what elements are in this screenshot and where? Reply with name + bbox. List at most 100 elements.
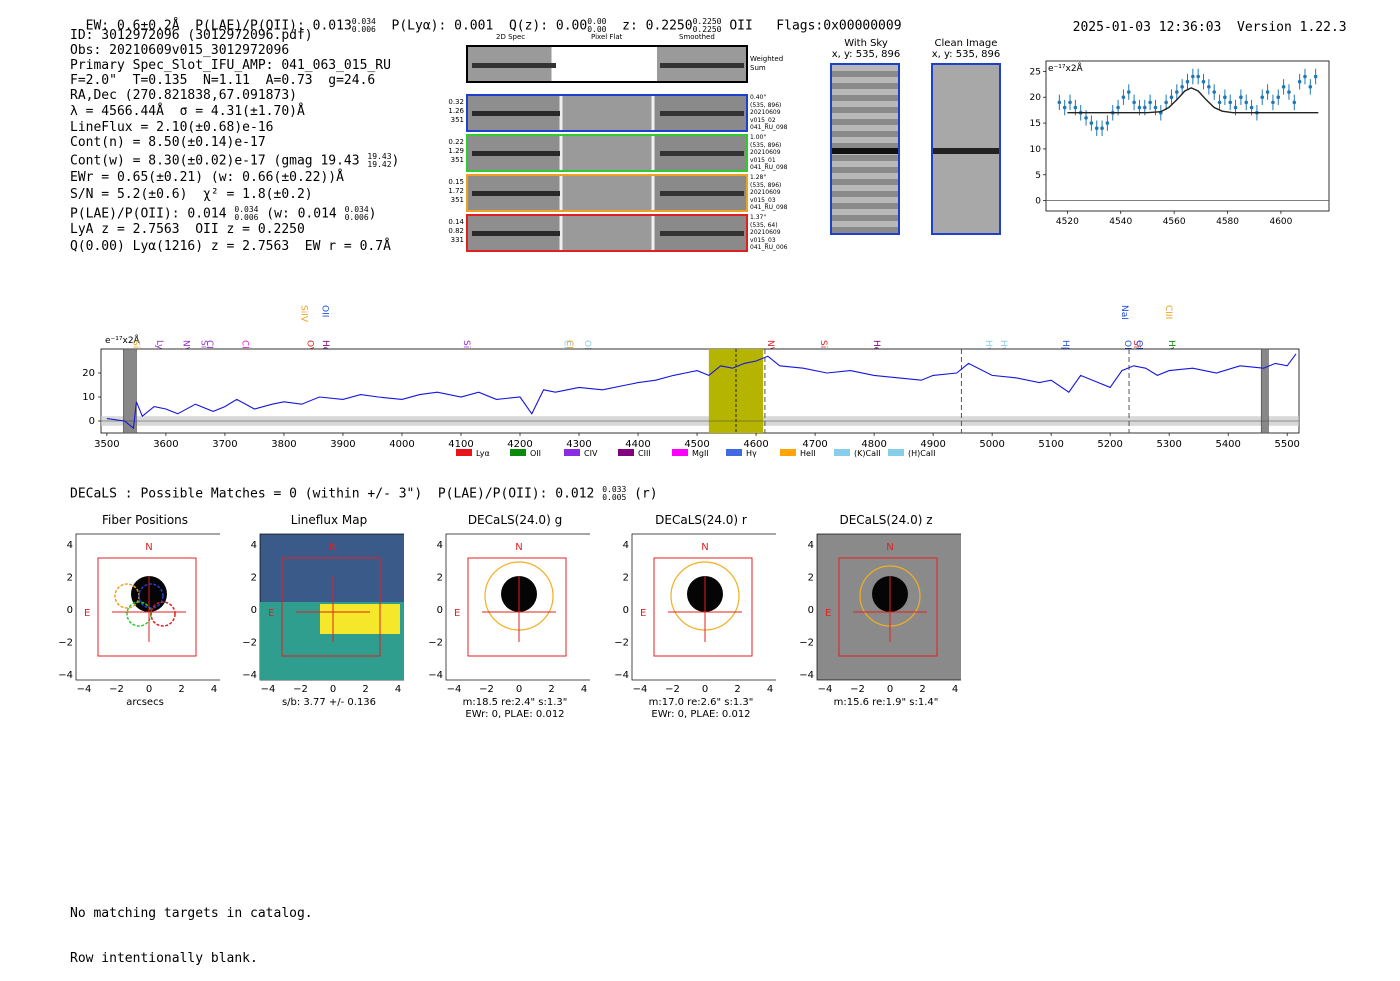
spectrum-line-label: Hγ <box>998 340 1008 353</box>
cutout-left-value: 0.14 <box>448 218 464 226</box>
cutout-right-value: v015_02 <box>750 116 776 124</box>
spectrum-line-label: OII <box>319 305 329 317</box>
cutout-right-value: v015_01 <box>750 156 776 164</box>
header-qz-lo: 0.00 <box>587 25 607 34</box>
line-fit-ytick-label: 20 <box>1030 93 1041 103</box>
cutout-left-value: 351 <box>450 116 464 124</box>
decals-xtick: 4 <box>395 684 401 695</box>
spectrum-xtick-label: 4800 <box>861 439 886 450</box>
decals-ytick: 2 <box>808 573 814 584</box>
spectrum-xtick-label: 4900 <box>920 439 945 450</box>
cutout-right-value: (535, 896) <box>750 101 782 109</box>
info-gmag-lo: 19.42 <box>367 160 392 169</box>
cutout-row <box>466 134 748 172</box>
decals-xtick: −4 <box>447 684 462 695</box>
line-fit-point <box>1239 95 1243 100</box>
info-plae-hi: 0.034 <box>234 205 259 214</box>
line-fit-point <box>1308 85 1313 89</box>
cutout-left-value: 0.32 <box>448 98 464 106</box>
line-fit-point <box>1142 105 1147 110</box>
spectrum-xtick-label: 5100 <box>1038 439 1063 450</box>
spectrum-legend-swatch <box>780 449 796 456</box>
spectrum-xtick-label: 5400 <box>1215 439 1240 450</box>
line-fit-chart: 0 5 10 15 20 25 4520 4540 4560 4580 4600 e⁻¹⁷x2Å <box>1030 60 1330 227</box>
decals-title: DECaLS : Possible Matches = 0 (within +/… <box>70 486 595 502</box>
spectrum-line-label: SiII <box>130 340 140 354</box>
line-fit-point <box>1287 90 1291 94</box>
spectrum-flux-line <box>106 353 1297 430</box>
cutout-left-value: 331 <box>450 236 464 244</box>
line-fit-xtick-label: 4540 <box>1109 217 1132 227</box>
header-qz: Q(z): 0.00 <box>508 18 588 34</box>
cutout-right-value: (535, 64) <box>750 221 778 229</box>
info-plae-line: P(LAE)/P(OII): 0.014 0.034 0.006 (w: 0.01… <box>70 206 377 222</box>
line-fit-point <box>1105 121 1110 125</box>
line-fit-point <box>1207 85 1211 89</box>
header-plae: P(LAE)/P(OII): 0.013 <box>195 18 352 34</box>
header-timestamp: 2025-01-03 12:36:03 <box>1072 20 1222 35</box>
compass-e: E <box>825 608 831 619</box>
info-fit: F=2.0" T=0.135 N=1.11 A=0.73 g=24.6 <box>70 73 376 88</box>
compass-e: E <box>84 608 90 619</box>
cutout-row <box>466 214 748 252</box>
spectrum-line-label: SiII <box>818 340 828 354</box>
cutout-left-values: 0.32 1.26 351 <box>446 98 464 125</box>
cutout-row <box>466 174 748 212</box>
line-fit-point <box>1148 100 1152 105</box>
spectrum-line-label: SiIV <box>299 305 309 323</box>
decals-panel-title: DECaLS(24.0) g <box>467 513 563 527</box>
cutout-left-value: 351 <box>450 196 464 204</box>
decals-ytick: 4 <box>67 540 73 551</box>
line-fit-unit: e⁻¹⁷x2Å <box>1048 62 1084 74</box>
header-flags: Flags:0x00000009 <box>776 18 902 34</box>
cutout-right-value: 20210609 <box>750 229 781 236</box>
decals-caption-line1: m:17.0 re:2.6" s:1.3" <box>648 697 754 708</box>
line-fit-point <box>1089 121 1094 125</box>
col-label-smoothed: Smoothed <box>679 33 715 41</box>
cutout-left-values: 0.22 1.29 351 <box>446 138 464 165</box>
line-fit-point <box>1292 100 1297 105</box>
compass-n: N <box>145 542 152 553</box>
decals-ytick: 0 <box>251 605 257 616</box>
line-fit-point <box>1223 95 1227 100</box>
decals-xtick: 0 <box>702 684 708 695</box>
info-plae-w-lo: 0.006 <box>344 213 369 222</box>
spectrum-xtick-label: 4200 <box>507 439 532 450</box>
line-fit-point <box>1196 74 1200 79</box>
decals-ytick: 4 <box>251 540 257 551</box>
spectrum-line-label: OII <box>582 340 592 352</box>
info-plae: P(LAE)/P(OII): 0.014 <box>70 206 227 222</box>
cutout-right-value: v015_03 <box>750 196 776 204</box>
line-fit-point <box>1180 85 1184 89</box>
line-fit-ytick-label: 0 <box>1035 197 1041 207</box>
cutout-left-value: 0.22 <box>448 138 464 146</box>
cutout-right-value: 041_RU_098 <box>750 204 788 211</box>
line-fit-point <box>1297 79 1302 84</box>
compass-n: N <box>329 542 336 553</box>
decals-xtick: 2 <box>178 684 184 695</box>
spectrum-legend-swatch <box>834 449 850 456</box>
spectrum-legend-label: CIII <box>638 449 651 458</box>
decals-xtick: −2 <box>293 684 308 695</box>
cutout-trace <box>472 151 560 156</box>
decals-ytick: 2 <box>67 573 73 584</box>
header-z-hi: 0.2250 <box>692 17 722 26</box>
line-fit-point <box>1228 100 1233 105</box>
clean-title-block: Clean Image x, y: 535, 896 <box>926 38 1006 60</box>
spectrum-line-label: CII <box>561 340 571 352</box>
line-fit-point <box>1073 105 1078 110</box>
spectrum-xtick-label: 4300 <box>566 439 591 450</box>
cutout-right-value: 20210609 <box>750 109 781 116</box>
decals-caption-line1: s/b: 3.77 +/- 0.136 <box>281 697 377 708</box>
header-plae-lo: 0.006 <box>351 25 376 34</box>
info-plae-lo: 0.006 <box>234 213 259 222</box>
decals-panel-title: DECaLS(24.0) r <box>655 513 747 527</box>
line-fit-point <box>1169 95 1174 100</box>
line-fit-point <box>1068 100 1072 105</box>
cutout-left-value: 0.15 <box>448 178 464 186</box>
line-fit-point <box>1164 100 1168 105</box>
spectrum-xtick-label: 3900 <box>330 439 355 450</box>
spectrum-xtick-label: 3700 <box>212 439 237 450</box>
header-plae-hi: 0.034 <box>351 17 376 26</box>
decals-ytick: 2 <box>623 573 629 584</box>
